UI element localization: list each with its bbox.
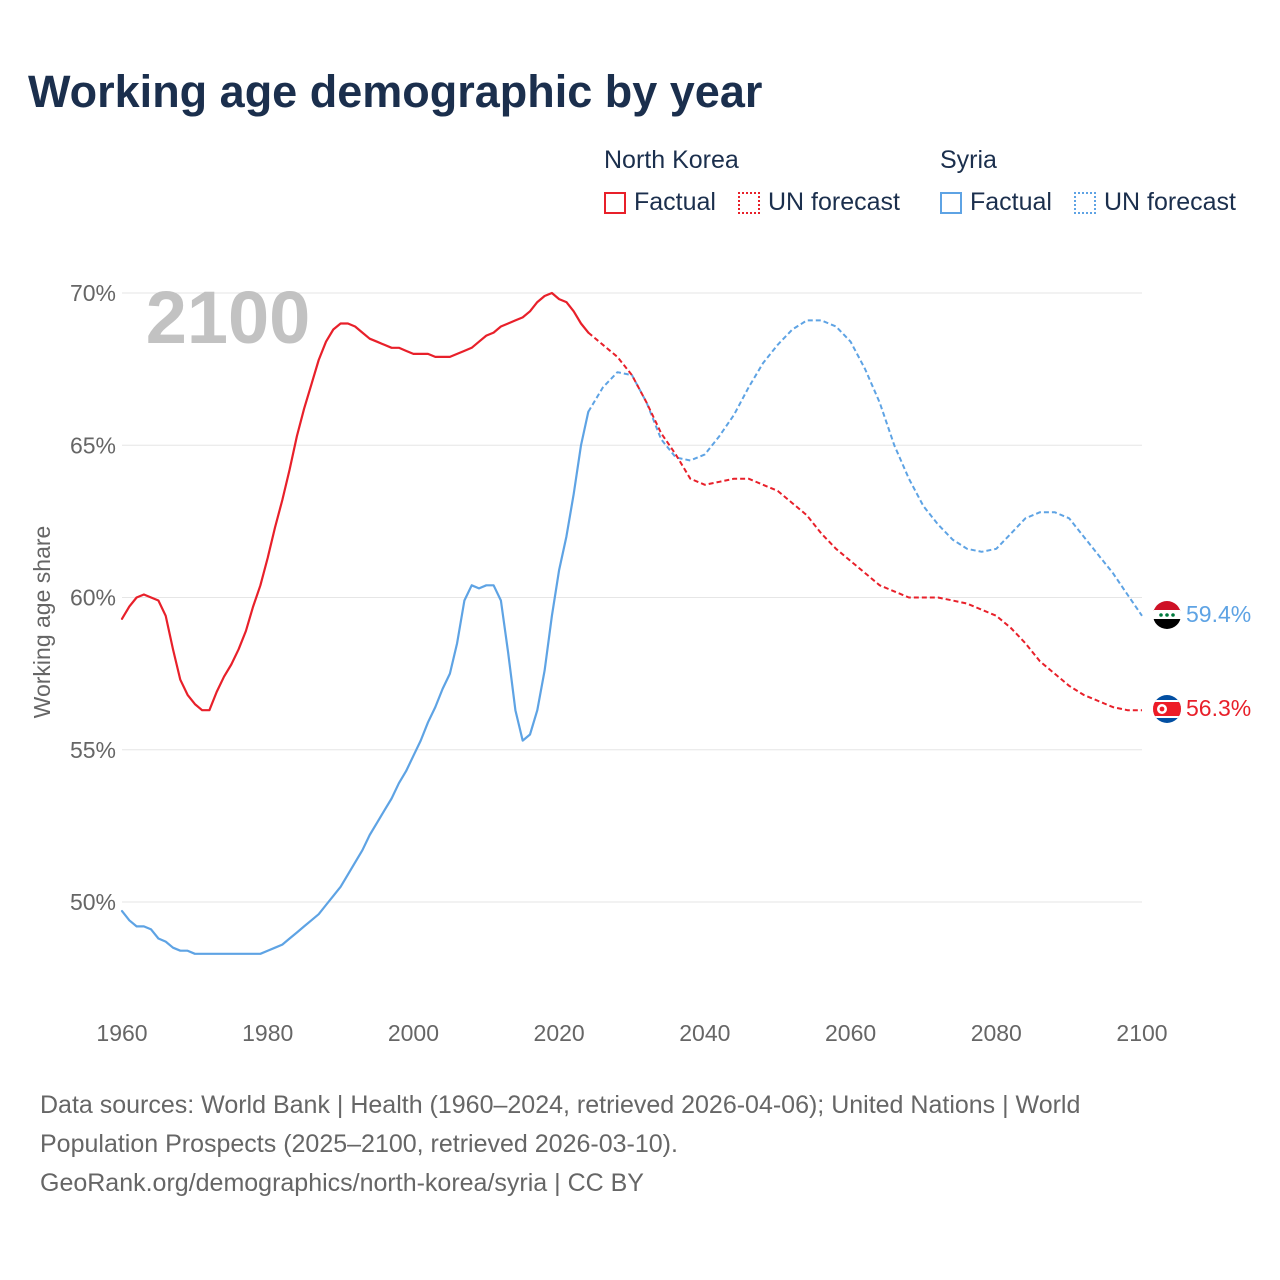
legend-label: UN forecast xyxy=(1104,188,1236,216)
line-chart: 50% 55% 60% 65% 70% 1960 1980 2000 2020 2040 2060 2… xyxy=(29,276,1251,1046)
y-tick-label: 70% xyxy=(70,280,116,306)
x-tick-label: 1980 xyxy=(242,1020,293,1046)
syria-factual-line xyxy=(120,410,590,955)
legend-label: Factual xyxy=(970,188,1052,216)
x-tick-label: 2040 xyxy=(679,1020,730,1046)
solid-line-swatch-icon xyxy=(940,191,962,214)
x-tick-label: 2060 xyxy=(825,1020,876,1046)
x-tick-label: 2020 xyxy=(534,1020,585,1046)
syria-end-value-label: 59.4% xyxy=(1186,601,1251,627)
legend-item-forecast[interactable]: UN forecast xyxy=(1074,188,1236,217)
x-tick-label: 1960 xyxy=(96,1020,147,1046)
footer: Data sources: World Bank | Health (1960–… xyxy=(40,1086,1240,1203)
legend-item-factual[interactable]: Factual xyxy=(940,188,1052,217)
solid-line-swatch-icon xyxy=(604,191,626,214)
x-tick-label: 2000 xyxy=(388,1020,439,1046)
y-tick-label: 65% xyxy=(70,432,116,458)
north-korea-factual-line xyxy=(120,291,590,712)
y-tick-label: 55% xyxy=(70,737,116,763)
y-axis-label: Working age share xyxy=(29,526,55,719)
legend-label: UN forecast xyxy=(768,188,900,216)
y-tick-label: 50% xyxy=(70,889,116,915)
attribution-line: GeoRank.org/demographics/north-korea/syr… xyxy=(40,1169,644,1197)
syria-flag-icon xyxy=(1153,601,1181,629)
source-line: Data sources: World Bank | Health (1960–… xyxy=(40,1091,1081,1119)
legend-item-factual[interactable]: Factual xyxy=(604,188,716,217)
north-korea-end-value-label: 56.3% xyxy=(1186,695,1251,721)
dotted-line-swatch-icon xyxy=(738,191,760,214)
x-tick-label: 2080 xyxy=(971,1020,1022,1046)
chart-title: Working age demographic by year xyxy=(28,66,763,117)
dotted-line-swatch-icon xyxy=(1074,191,1096,214)
year-watermark: 2100 xyxy=(146,276,311,359)
north-korea-flag-icon xyxy=(1153,695,1181,723)
source-line: Population Prospects (2025–2100, retriev… xyxy=(40,1130,678,1158)
legend-item-forecast[interactable]: UN forecast xyxy=(738,188,900,217)
y-tick-label: 60% xyxy=(70,585,116,611)
legend-group-title: Syria xyxy=(940,146,997,174)
syria-forecast-line xyxy=(587,319,1143,617)
x-tick-label: 2100 xyxy=(1116,1020,1167,1046)
north-korea-forecast-line xyxy=(587,331,1142,712)
legend-group-title: North Korea xyxy=(604,146,739,174)
legend-label: Factual xyxy=(634,188,716,216)
